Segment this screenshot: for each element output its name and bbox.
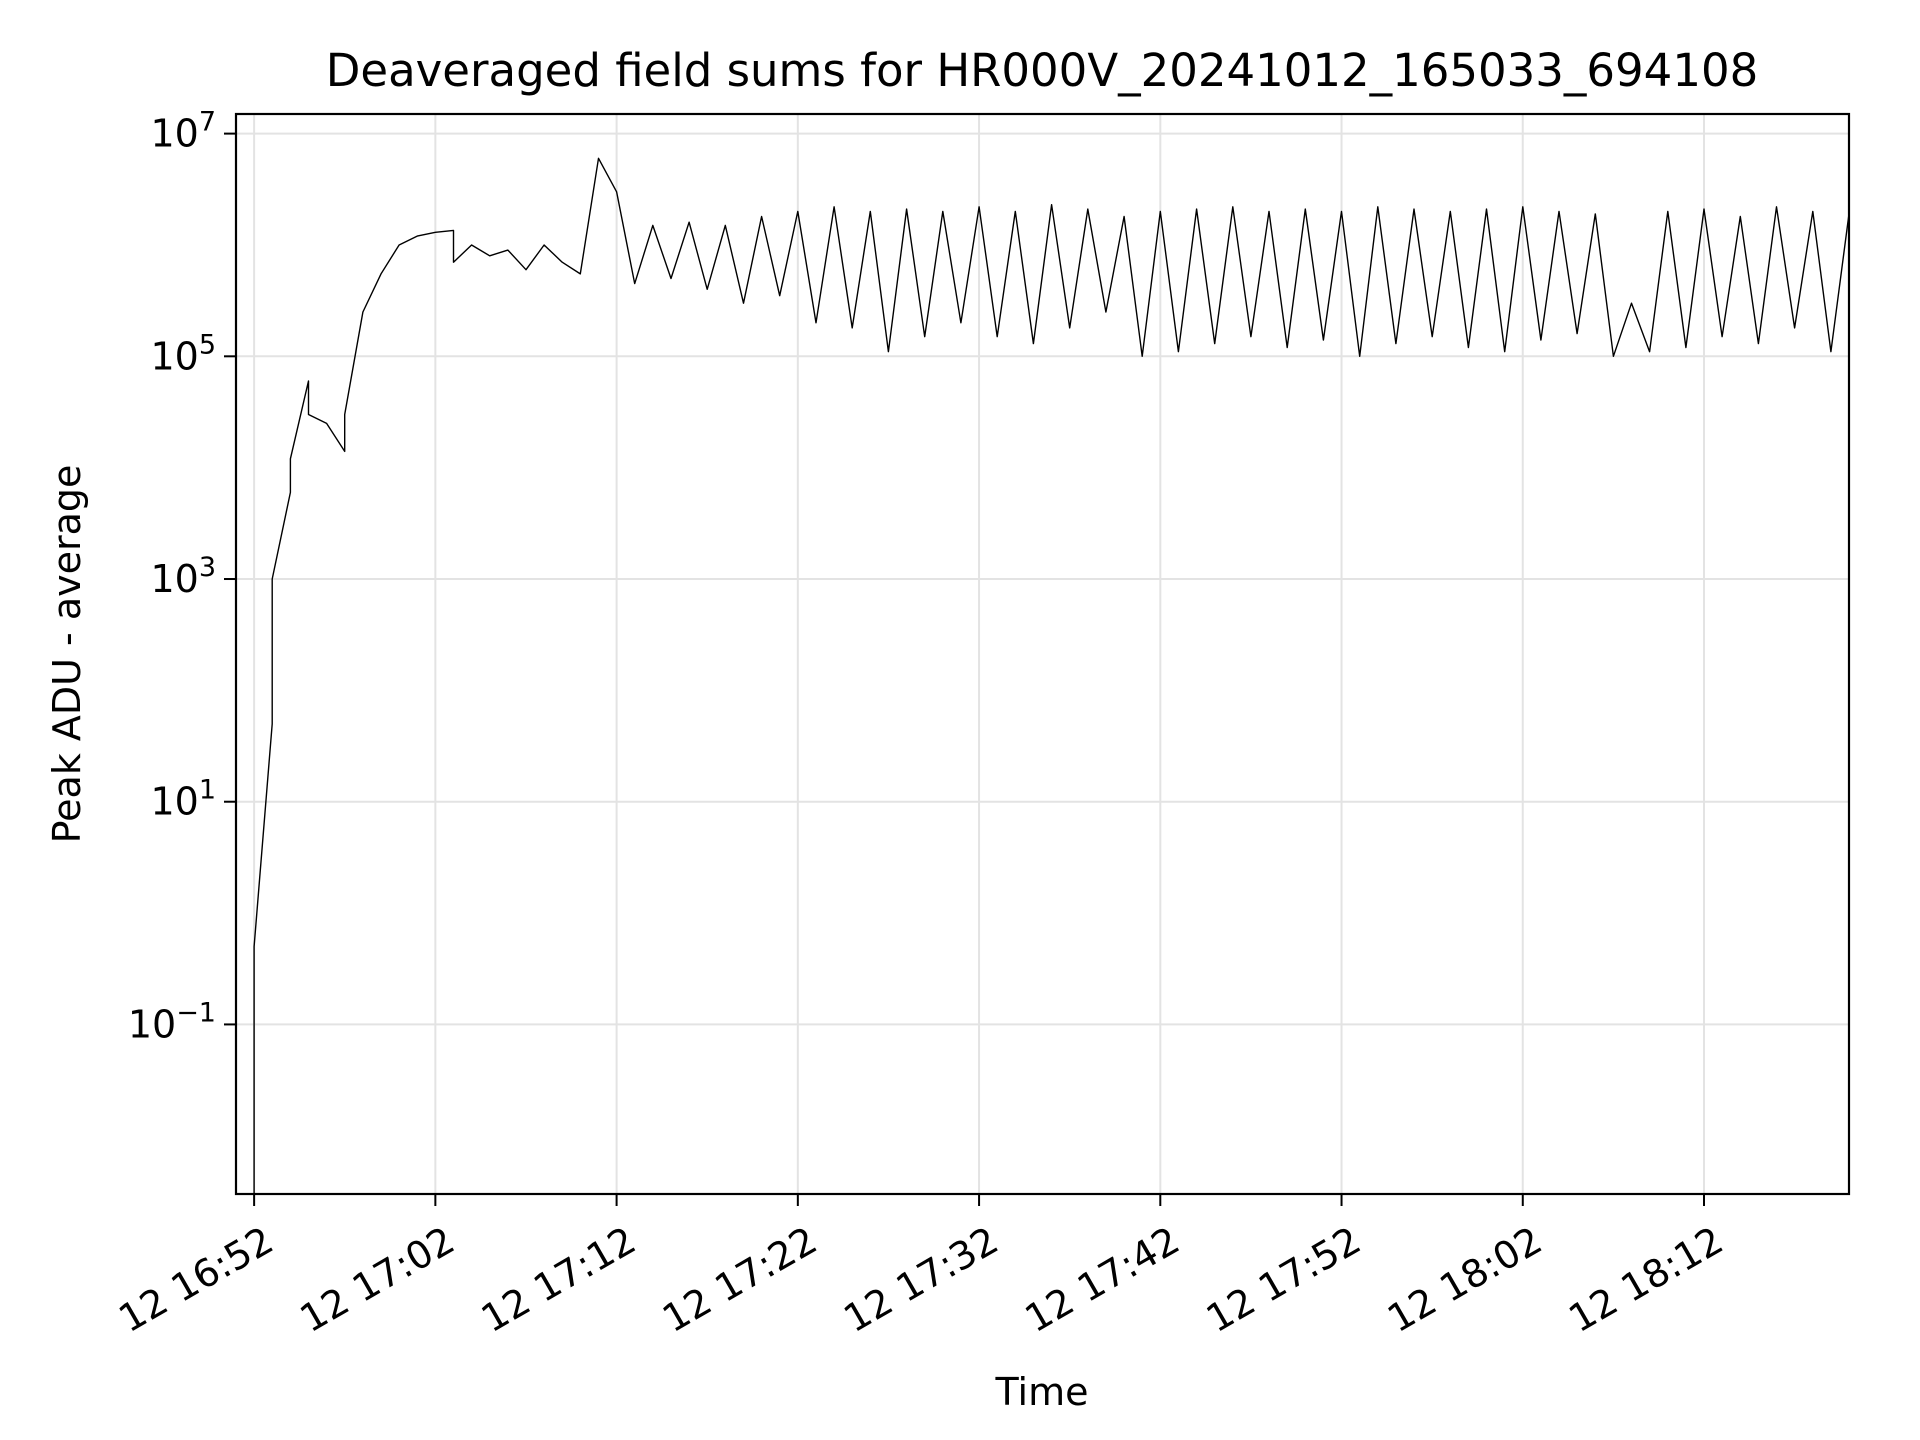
- y-tick-label: 103: [150, 552, 216, 601]
- x-axis-label: Time: [995, 1370, 1089, 1414]
- y-tick-base: 10: [150, 112, 198, 156]
- y-tick-exponent: 5: [199, 329, 216, 360]
- y-tick-base: 10: [150, 780, 198, 824]
- y-axis-label: Peak ADU - average: [45, 465, 89, 844]
- y-tick-base: 10: [128, 1002, 176, 1046]
- y-tick-exponent: 3: [199, 552, 216, 583]
- y-tick-exponent: 7: [199, 107, 216, 138]
- y-tick-exponent: −1: [176, 997, 216, 1028]
- series-line: [253, 157, 1850, 1194]
- chart-title: Deaveraged field sums for HR000V_2024101…: [326, 44, 1758, 97]
- gridlines: [236, 114, 1849, 1194]
- plot-frame: [234, 112, 1851, 1196]
- y-tick-label: 105: [150, 329, 216, 378]
- data-series: [253, 157, 1850, 1194]
- y-tick-base: 10: [150, 334, 198, 378]
- y-tick-label: 101: [150, 775, 216, 824]
- y-tick-label: 10−1: [128, 997, 216, 1046]
- y-tick-base: 10: [150, 557, 198, 601]
- y-tick-label: 107: [150, 107, 216, 156]
- y-tick-exponent: 1: [199, 775, 216, 806]
